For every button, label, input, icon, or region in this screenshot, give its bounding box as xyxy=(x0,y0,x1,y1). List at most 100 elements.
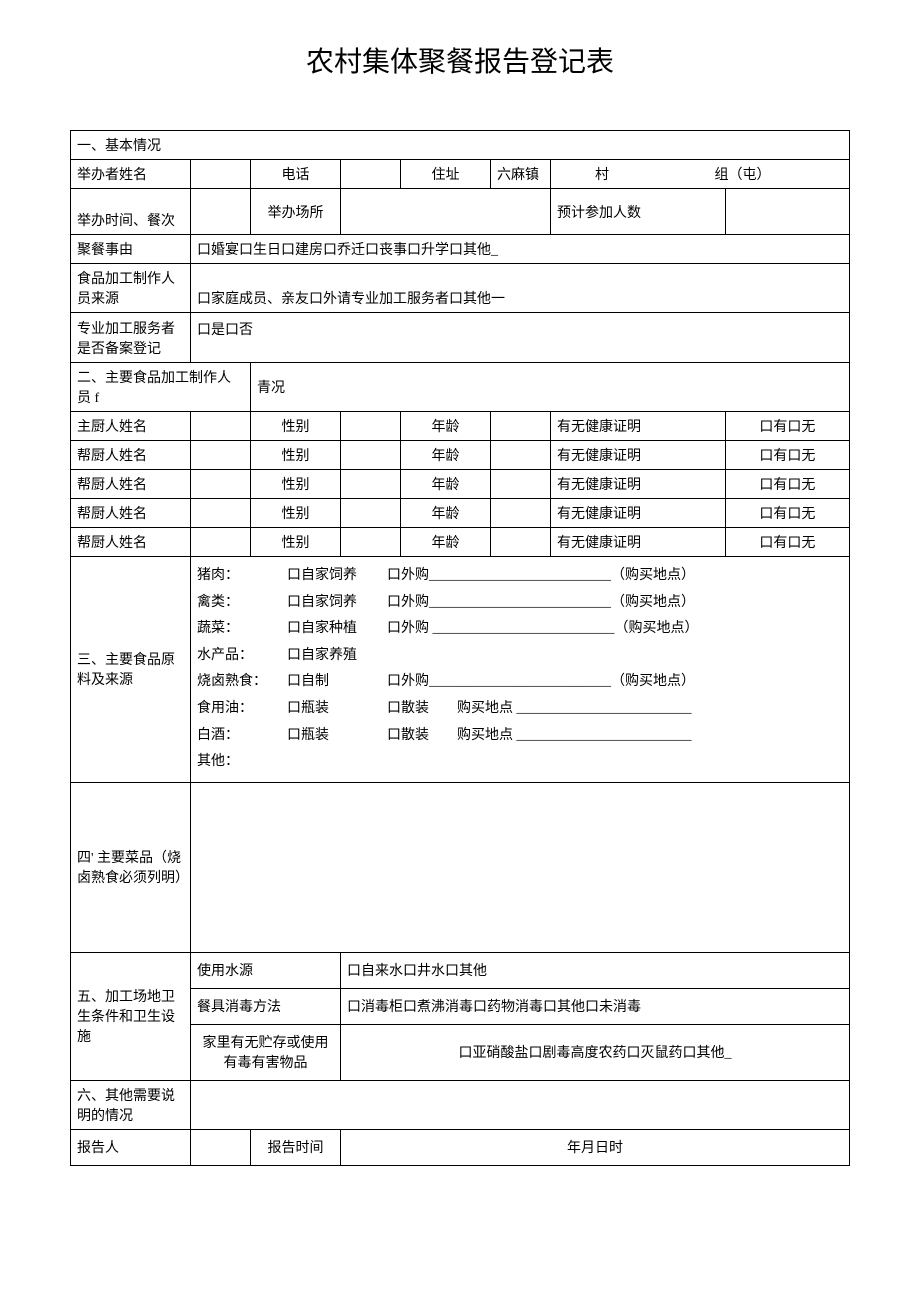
reason-value[interactable]: 口婚宴口生日口建房口乔迁口丧事口升学口其他_ xyxy=(191,235,850,264)
gender-label: 性别 xyxy=(251,528,341,557)
gender-label: 性别 xyxy=(251,441,341,470)
age-value[interactable] xyxy=(491,499,551,528)
source-item: 猪肉： xyxy=(197,563,287,590)
gender-value[interactable] xyxy=(341,412,401,441)
pro-registered-value[interactable]: 口是口否 xyxy=(191,313,850,363)
section4-label: 四' 主要菜品（烧卤熟食必须列明） xyxy=(71,782,191,952)
cert-value[interactable]: 口有口无 xyxy=(725,499,849,528)
source-src[interactable]: 口自制 xyxy=(287,669,387,696)
staff-name[interactable] xyxy=(191,499,251,528)
source-tail[interactable]: 口外购__________________________（购买地点） xyxy=(387,669,843,696)
time-value[interactable] xyxy=(191,189,251,235)
phone-value[interactable] xyxy=(341,160,401,189)
cert-label: 有无健康证明 xyxy=(551,499,726,528)
source-src[interactable]: 口瓶装 xyxy=(287,723,387,750)
disinfect-value[interactable]: 口消毒柜口煮沸消毒口药物消毒口其他口未消毒 xyxy=(341,988,850,1024)
staff-name[interactable] xyxy=(191,412,251,441)
cert-value[interactable]: 口有口无 xyxy=(725,441,849,470)
water-value[interactable]: 口自来水口井水口其他 xyxy=(341,952,850,988)
report-time-label: 报告时间 xyxy=(251,1129,341,1165)
age-value[interactable] xyxy=(491,441,551,470)
source-tail[interactable]: 口外购__________________________（购买地点） xyxy=(387,590,843,617)
cert-label: 有无健康证明 xyxy=(551,470,726,499)
host-name-value[interactable] xyxy=(191,160,251,189)
section6-content[interactable] xyxy=(191,1080,850,1129)
section4-content[interactable] xyxy=(191,782,850,952)
staff-row-2: 帮厨人姓名 性别 年龄 有无健康证明 口有口无 xyxy=(71,470,850,499)
expected-value[interactable] xyxy=(725,189,849,235)
staff-role: 主厨人姓名 xyxy=(71,412,191,441)
source-item: 白酒： xyxy=(197,723,287,750)
staff-row-1: 帮厨人姓名 性别 年龄 有无健康证明 口有口无 xyxy=(71,441,850,470)
source-line: 猪肉：口自家饲养口外购__________________________（购买… xyxy=(197,563,843,590)
hazard-value[interactable]: 口亚硝酸盐口剧毒高度农药口灭鼠药口其他_ xyxy=(341,1024,850,1080)
source-tail[interactable]: 口散装 购买地点 _________________________ xyxy=(387,723,843,750)
age-value[interactable] xyxy=(491,412,551,441)
worker-source-label: 食品加工制作人员来源 xyxy=(71,264,191,313)
venue-label: 举办场所 xyxy=(251,189,341,235)
hazard-label: 家里有无贮存或使用有毒有害物品 xyxy=(191,1024,341,1080)
page-title: 农村集体聚餐报告登记表 xyxy=(70,40,850,80)
source-item: 烧卤熟食： xyxy=(197,669,287,696)
gender-value[interactable] xyxy=(341,499,401,528)
report-time-value[interactable]: 年月日时 xyxy=(341,1129,850,1165)
cert-value[interactable]: 口有口无 xyxy=(725,412,849,441)
source-src[interactable] xyxy=(287,749,387,776)
staff-role: 帮厨人姓名 xyxy=(71,441,191,470)
gender-value[interactable] xyxy=(341,441,401,470)
gender-value[interactable] xyxy=(341,528,401,557)
reporter-value[interactable] xyxy=(191,1129,251,1165)
source-line: 禽类：口自家饲养口外购__________________________（购买… xyxy=(197,590,843,617)
source-tail[interactable] xyxy=(387,749,843,776)
section6-label: 六、其他需要说明的情况 xyxy=(71,1080,191,1129)
source-item: 食用油： xyxy=(197,696,287,723)
registration-table: 一、基本情况 举办者姓名 电话 住址 六麻镇 村 组（屯） 举办时间、餐次 举办… xyxy=(70,130,850,1166)
village-label: 村 xyxy=(557,164,647,184)
age-value[interactable] xyxy=(491,470,551,499)
staff-name[interactable] xyxy=(191,528,251,557)
source-item: 其他： xyxy=(197,749,287,776)
cert-label: 有无健康证明 xyxy=(551,528,726,557)
reporter-label: 报告人 xyxy=(71,1129,191,1165)
gender-value[interactable] xyxy=(341,470,401,499)
staff-row-3: 帮厨人姓名 性别 年龄 有无健康证明 口有口无 xyxy=(71,499,850,528)
source-tail[interactable]: 口外购 __________________________（购买地点） xyxy=(387,616,843,643)
source-src[interactable]: 口自家饲养 xyxy=(287,590,387,617)
source-line: 水产品：口自家养殖 xyxy=(197,643,843,670)
source-src[interactable]: 口瓶装 xyxy=(287,696,387,723)
age-label: 年龄 xyxy=(401,470,491,499)
source-item: 水产品： xyxy=(197,643,287,670)
source-src[interactable]: 口自家养殖 xyxy=(287,643,387,670)
cert-value[interactable]: 口有口无 xyxy=(725,528,849,557)
address-label: 住址 xyxy=(401,160,491,189)
time-label: 举办时间、餐次 xyxy=(71,189,191,235)
source-tail[interactable]: 口外购__________________________（购买地点） xyxy=(387,563,843,590)
source-tail[interactable]: 口散装 购买地点 _________________________ xyxy=(387,696,843,723)
staff-name[interactable] xyxy=(191,441,251,470)
cert-label: 有无健康证明 xyxy=(551,412,726,441)
source-item: 蔬菜： xyxy=(197,616,287,643)
gender-label: 性别 xyxy=(251,499,341,528)
source-tail[interactable] xyxy=(387,643,843,670)
source-item: 禽类： xyxy=(197,590,287,617)
reason-label: 聚餐事由 xyxy=(71,235,191,264)
pro-registered-label: 专业加工服务者是否备案登记 xyxy=(71,313,191,363)
source-src[interactable]: 口自家饲养 xyxy=(287,563,387,590)
age-label: 年龄 xyxy=(401,528,491,557)
venue-value[interactable] xyxy=(341,189,551,235)
staff-name[interactable] xyxy=(191,470,251,499)
age-value[interactable] xyxy=(491,528,551,557)
address-rest[interactable]: 村 组（屯） xyxy=(551,160,850,189)
age-label: 年龄 xyxy=(401,499,491,528)
section3-content[interactable]: 猪肉：口自家饲养口外购__________________________（购买… xyxy=(191,557,850,783)
cert-value[interactable]: 口有口无 xyxy=(725,470,849,499)
phone-label: 电话 xyxy=(251,160,341,189)
staff-role: 帮厨人姓名 xyxy=(71,470,191,499)
source-line: 白酒：口瓶装口散装 购买地点 _________________________ xyxy=(197,723,843,750)
staff-row-4: 帮厨人姓名 性别 年龄 有无健康证明 口有口无 xyxy=(71,528,850,557)
worker-source-value[interactable]: 口家庭成员、亲友口外请专业加工服务者口其他一 xyxy=(191,264,850,313)
section1-header: 一、基本情况 xyxy=(71,131,850,160)
source-line: 其他： xyxy=(197,749,843,776)
source-line: 食用油：口瓶装口散装 购买地点 ________________________… xyxy=(197,696,843,723)
source-src[interactable]: 口自家种植 xyxy=(287,616,387,643)
